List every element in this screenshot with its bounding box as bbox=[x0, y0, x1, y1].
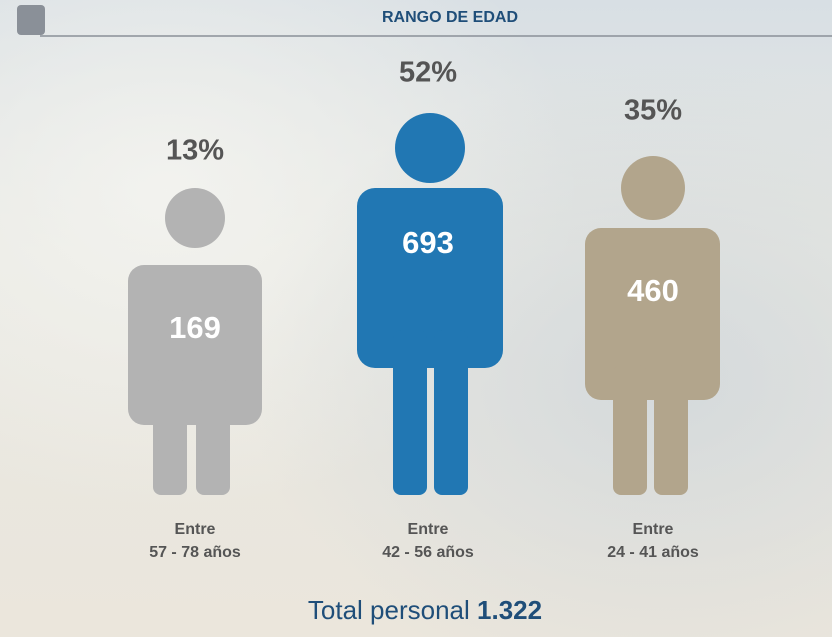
percent: 13% bbox=[166, 135, 224, 167]
count: 460 bbox=[627, 273, 679, 308]
age-range: 57 - 78 años bbox=[149, 544, 241, 561]
figure bbox=[585, 156, 720, 495]
figure-leg bbox=[434, 330, 468, 495]
total-value: 1.322 bbox=[477, 595, 542, 625]
figure-head bbox=[621, 156, 685, 220]
figure-torso bbox=[357, 188, 503, 368]
age-range: 24 - 41 años bbox=[607, 544, 699, 561]
figure-leg bbox=[393, 330, 427, 495]
header-badge bbox=[17, 5, 45, 35]
header-title: RANGO DE EDAD bbox=[382, 9, 518, 26]
total: Total personal 1.322 bbox=[308, 595, 542, 625]
age-label: Entre bbox=[408, 521, 449, 538]
figure-leg bbox=[613, 365, 647, 495]
count: 169 bbox=[169, 310, 221, 345]
figure-head bbox=[165, 188, 225, 248]
age-label: Entre bbox=[633, 521, 674, 538]
figure-leg bbox=[153, 380, 187, 495]
age-range: 42 - 56 años bbox=[382, 544, 474, 561]
percent: 35% bbox=[624, 95, 682, 127]
figure-head bbox=[395, 113, 465, 183]
figure-leg bbox=[196, 380, 230, 495]
total-label: Total personal bbox=[308, 595, 470, 625]
figure-leg bbox=[654, 365, 688, 495]
age-label: Entre bbox=[175, 521, 216, 538]
figure bbox=[357, 113, 503, 495]
percent: 52% bbox=[399, 57, 457, 89]
figure bbox=[128, 188, 262, 495]
figure-torso bbox=[585, 228, 720, 400]
count: 693 bbox=[402, 225, 454, 260]
